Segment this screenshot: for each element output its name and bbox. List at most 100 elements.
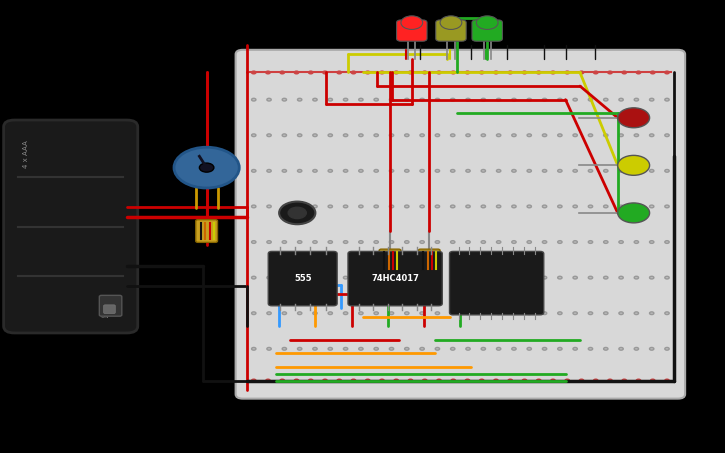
Circle shape [450, 347, 455, 350]
Circle shape [619, 98, 624, 101]
Circle shape [542, 347, 547, 350]
Circle shape [604, 134, 608, 137]
Circle shape [279, 202, 315, 224]
Circle shape [359, 312, 363, 314]
Circle shape [423, 71, 427, 74]
Circle shape [174, 147, 239, 188]
Circle shape [497, 241, 501, 243]
Circle shape [542, 276, 547, 279]
Circle shape [282, 169, 286, 172]
Circle shape [558, 312, 562, 314]
Circle shape [634, 276, 639, 279]
Circle shape [282, 347, 286, 350]
Circle shape [527, 241, 531, 243]
Circle shape [622, 379, 626, 382]
Circle shape [267, 98, 271, 101]
Circle shape [328, 312, 333, 314]
Circle shape [466, 169, 471, 172]
Circle shape [267, 134, 271, 137]
Circle shape [594, 379, 598, 382]
Circle shape [565, 379, 569, 382]
Circle shape [479, 379, 484, 382]
Circle shape [618, 108, 650, 128]
Circle shape [309, 71, 313, 74]
Circle shape [435, 134, 439, 137]
Circle shape [650, 205, 654, 208]
Circle shape [608, 379, 612, 382]
Circle shape [267, 276, 271, 279]
FancyBboxPatch shape [196, 220, 217, 242]
Circle shape [650, 312, 654, 314]
Circle shape [252, 71, 256, 74]
Circle shape [542, 312, 547, 314]
Circle shape [405, 169, 409, 172]
Circle shape [665, 205, 669, 208]
Circle shape [252, 98, 256, 101]
Circle shape [297, 312, 302, 314]
Circle shape [440, 16, 462, 29]
Circle shape [558, 276, 562, 279]
Circle shape [465, 379, 470, 382]
Circle shape [344, 134, 348, 137]
Circle shape [634, 241, 639, 243]
Circle shape [374, 98, 378, 101]
Circle shape [266, 71, 270, 74]
Circle shape [588, 205, 592, 208]
Text: 4 x AAA: 4 x AAA [23, 140, 29, 168]
Circle shape [267, 169, 271, 172]
Circle shape [450, 169, 455, 172]
Circle shape [252, 312, 256, 314]
Circle shape [650, 241, 654, 243]
Circle shape [604, 241, 608, 243]
Circle shape [558, 134, 562, 137]
Circle shape [512, 312, 516, 314]
Circle shape [405, 205, 409, 208]
Circle shape [481, 205, 486, 208]
Circle shape [624, 207, 643, 219]
Circle shape [374, 312, 378, 314]
Circle shape [282, 98, 286, 101]
Circle shape [542, 134, 547, 137]
Circle shape [435, 169, 439, 172]
Circle shape [344, 241, 348, 243]
Circle shape [312, 276, 317, 279]
Circle shape [481, 241, 486, 243]
Circle shape [359, 169, 363, 172]
Circle shape [665, 347, 669, 350]
Circle shape [328, 134, 333, 137]
Circle shape [594, 71, 598, 74]
Circle shape [619, 134, 624, 137]
Circle shape [374, 134, 378, 137]
Circle shape [420, 312, 424, 314]
Circle shape [450, 98, 455, 101]
Circle shape [579, 71, 584, 74]
Circle shape [401, 16, 423, 29]
FancyBboxPatch shape [436, 20, 466, 41]
Circle shape [604, 312, 608, 314]
Circle shape [420, 276, 424, 279]
Circle shape [420, 98, 424, 101]
Circle shape [558, 347, 562, 350]
Circle shape [344, 347, 348, 350]
Circle shape [267, 205, 271, 208]
Circle shape [280, 379, 284, 382]
Circle shape [508, 379, 513, 382]
Circle shape [435, 98, 439, 101]
Circle shape [665, 276, 669, 279]
Circle shape [389, 347, 394, 350]
Circle shape [297, 241, 302, 243]
Circle shape [451, 71, 455, 74]
Circle shape [497, 169, 501, 172]
Circle shape [618, 203, 650, 223]
Circle shape [282, 205, 286, 208]
Circle shape [512, 276, 516, 279]
Circle shape [542, 98, 547, 101]
Circle shape [588, 276, 592, 279]
Circle shape [573, 205, 577, 208]
Circle shape [466, 134, 471, 137]
Circle shape [466, 312, 471, 314]
Circle shape [665, 312, 669, 314]
Circle shape [604, 98, 608, 101]
Circle shape [359, 276, 363, 279]
Circle shape [252, 134, 256, 137]
